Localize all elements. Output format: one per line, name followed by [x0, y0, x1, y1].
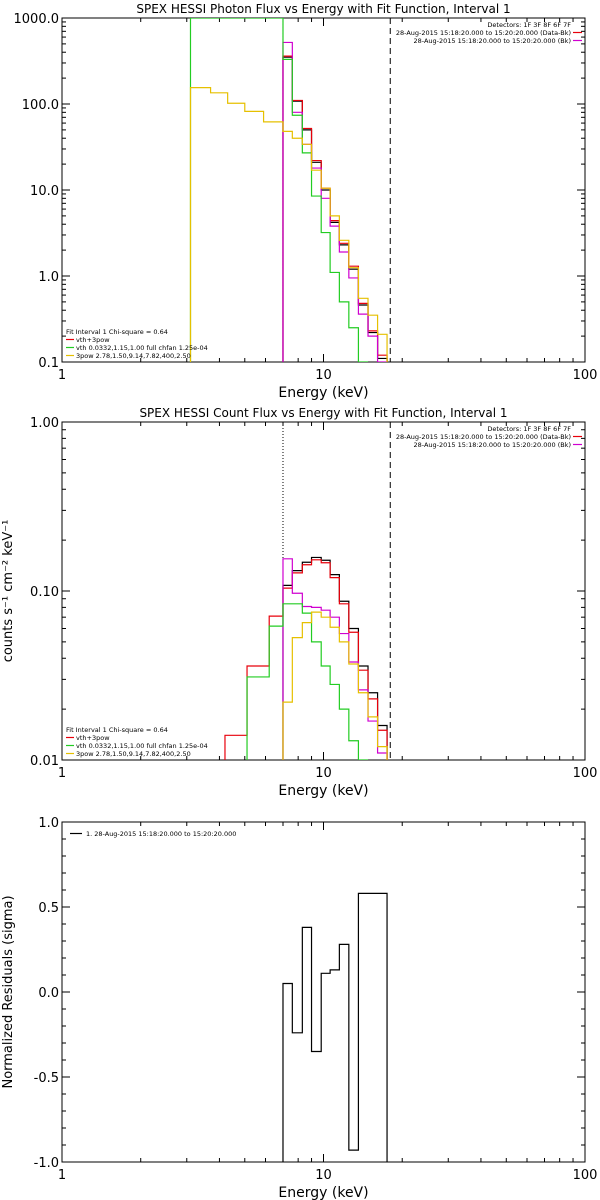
info-line-3: 28-Aug-2015 15:18:20.000 to 15:20:20.000…: [414, 441, 571, 449]
legend-line-1: Fit Interval 1 Chi-square = 0.64: [66, 328, 168, 336]
y-axis-label-3: Normalized Residuals (sigma): [1, 895, 16, 1088]
x-tick-label: 1: [58, 1168, 66, 1183]
x-tick-label: 100: [573, 766, 598, 781]
series-line-1: [282, 556, 388, 760]
legend-line-2: vth+3pow: [76, 734, 110, 742]
series-line-2: [224, 559, 388, 760]
y-tick-label: 1000.0: [14, 12, 60, 27]
y-tick-label: 0.10: [30, 585, 59, 600]
series-line-2: [282, 55, 388, 362]
y-tick-label: 1.0: [38, 270, 59, 285]
series-line-1: [282, 892, 388, 1162]
series-line-5: [189, 87, 388, 362]
plot-frame-2: [61, 421, 586, 761]
x-tick-label: 10: [315, 368, 332, 383]
info-line-2: 28-Aug-2015 15:18:20.000 to 15:20:20.000…: [396, 29, 571, 37]
legend-line-3: vth 0.0332,1.15,1.00 full chfan 1.25e-04: [76, 742, 208, 750]
y-tick-label: 0.0: [38, 986, 59, 1001]
x-tick-label: 1: [58, 368, 66, 383]
series-line-3: [282, 41, 388, 362]
legend-line-1: Fit Interval 1 Chi-square = 0.64: [66, 726, 168, 734]
y-tick-label: 0.1: [38, 356, 59, 371]
series-line-4: [189, 18, 369, 362]
legend-line-1: 1. 28-Aug-2015 15:18:20.000 to 15:20:20.…: [86, 830, 236, 838]
series-group-3: [282, 892, 388, 1162]
legend-line-4: 3pow 2.78,1.50,9.14,7.82,400,2.50: [76, 352, 191, 360]
series-line-5: [282, 611, 388, 760]
x-axis-label-1: Energy (keV): [278, 385, 368, 401]
x-axis-label-2: Energy (keV): [278, 783, 368, 799]
y-tick-label: 1.00: [30, 416, 59, 431]
chart-title-2: SPEX HESSI Count Flux vs Energy with Fit…: [139, 406, 507, 420]
x-tick-label: 100: [573, 368, 598, 383]
y-tick-label: -1.0: [34, 1156, 59, 1171]
legend-line-2: vth+3pow: [76, 336, 110, 344]
legend-line-4: 3pow 2.78,1.50,9.14,7.82,400,2.50: [76, 750, 191, 758]
x-tick-label: 10: [315, 766, 332, 781]
x-tick-label: 100: [573, 1168, 598, 1183]
series-line-1: [282, 56, 388, 362]
info-line-3: 28-Aug-2015 15:18:20.000 to 15:20:20.000…: [414, 37, 571, 45]
info-line-1: Detectors: 1F 3F 8F 6F 7F: [487, 21, 571, 29]
series-group-2: [224, 556, 388, 760]
y-tick-label: 10.0: [30, 184, 59, 199]
series-line-4: [246, 603, 369, 760]
chart-title-1: SPEX HESSI Photon Flux vs Energy with Fi…: [136, 2, 510, 16]
y-tick-label: 0.5: [38, 901, 59, 916]
series-line-3: [282, 558, 388, 760]
info-line-1: Detectors: 1F 3F 8F 6F 7F: [487, 425, 571, 433]
y-axis-label-2: counts s⁻¹ cm⁻² keV⁻¹: [1, 520, 16, 663]
y-tick-label: -0.5: [34, 1071, 59, 1086]
series-group-1: [189, 18, 388, 362]
x-tick-label: 1: [58, 766, 66, 781]
x-tick-label: 10: [315, 1168, 332, 1183]
legend-line-3: vth 0.0332,1.15,1.00 full chfan 1.25e-04: [76, 344, 208, 352]
y-tick-label: 100.0: [22, 98, 59, 113]
plot-frame-3: [61, 821, 586, 1163]
y-tick-label: 0.01: [30, 754, 59, 769]
x-axis-label-3: Energy (keV): [278, 1185, 368, 1200]
y-tick-label: 1.0: [38, 816, 59, 831]
info-line-2: 28-Aug-2015 15:18:20.000 to 15:20:20.000…: [396, 433, 571, 441]
